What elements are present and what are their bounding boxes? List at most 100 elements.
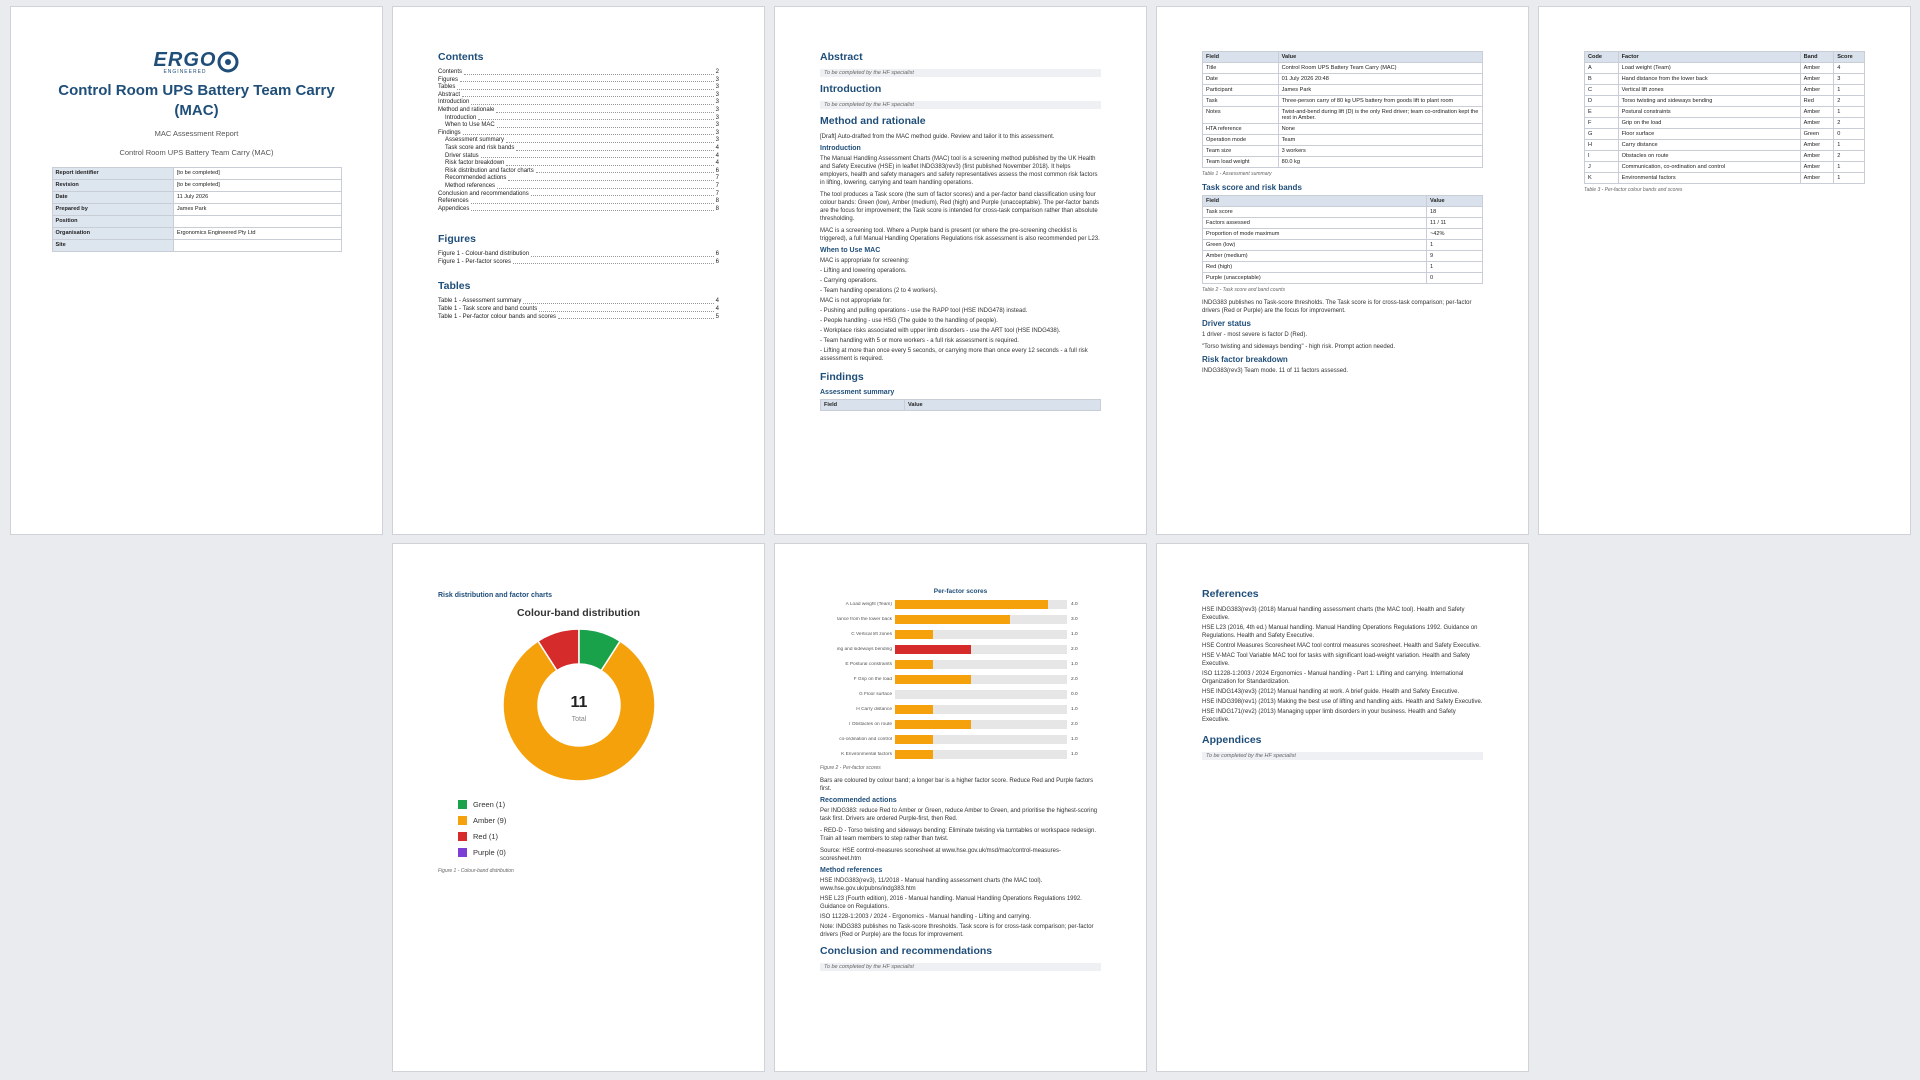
- toc-entry[interactable]: Abstract 3: [438, 92, 719, 100]
- toc-entry[interactable]: References 8: [438, 198, 719, 206]
- factor-cell-b: Amber: [1799, 161, 1835, 173]
- bar-chart: A Load weight (Team) 4.0 tance from the lo…: [820, 597, 1101, 762]
- toc-entry[interactable]: Contents 2: [438, 69, 719, 77]
- toc-entry[interactable]: Findings 3: [438, 130, 719, 138]
- summary-head-value: Value: [904, 399, 1101, 411]
- reference-item: HSE INDG143(rev3) (2012) Manual handling…: [1202, 689, 1460, 695]
- bar: [895, 705, 934, 714]
- factor-row: F Grip on the load Amber 2: [1584, 117, 1865, 129]
- bar: [895, 720, 972, 729]
- bar-track: [895, 645, 1067, 654]
- col-header: Code: [1584, 51, 1619, 63]
- reference-item: HSE INDG383(rev3) (2018) Manual handling…: [1202, 607, 1465, 621]
- bar-row: K Environmental factors 1.0: [820, 747, 1101, 762]
- toc-entry-title: Contents: [438, 69, 463, 75]
- legend-item: Red (1): [458, 828, 719, 844]
- table-row: Factors assessed 11 / 11: [1202, 217, 1483, 229]
- driver-status-title: Driver status: [1202, 319, 1251, 328]
- tables-list: Table 1 - Assessment summary 4 Table 1 - T…: [438, 298, 719, 321]
- reference-item: HSE Control Measures Scoresheet MAC tool…: [1202, 643, 1481, 649]
- field-cell: Title: [1202, 62, 1279, 74]
- logo: ERGO ENGINEERED: [11, 50, 382, 75]
- bar-value-label: 1.0: [1071, 662, 1078, 667]
- toc-entry-title: Driver status: [445, 152, 479, 159]
- table-row: Amber (medium) 9: [1202, 250, 1483, 262]
- col-header: Band: [1799, 51, 1835, 63]
- method-intro-p2: The tool produces a Task score (the sum …: [820, 192, 1100, 222]
- bar-label: co-ordination and control: [839, 737, 892, 742]
- table-row: Green (low) 1: [1202, 239, 1483, 251]
- field-cell: Notes: [1202, 106, 1279, 124]
- rec-p3: Source: HSE control-measures scoresheet …: [820, 848, 1061, 862]
- factor-cell-s: 1: [1833, 84, 1865, 96]
- value-cell: Twist-and-bend during lift (D) is the on…: [1277, 106, 1484, 124]
- toc-entry[interactable]: Figure 1 - Per-factor scores 6: [438, 259, 719, 267]
- factor-cell-c: E: [1584, 106, 1619, 118]
- value-cell: Team: [1277, 134, 1484, 146]
- bar-value-label: 1.0: [1071, 707, 1078, 712]
- bar-row: E Postural constraints 1.0: [820, 657, 1101, 672]
- conclusion-placeholder: To be completed by the HF specialist: [820, 963, 1101, 971]
- toc-entry[interactable]: Introduction 3: [438, 115, 719, 123]
- bar-track: [895, 600, 1067, 609]
- toc-entry[interactable]: Recommended actions 7: [438, 175, 719, 183]
- toc-entry-title: References: [438, 198, 469, 205]
- bar-label: I Obstacles on route: [849, 722, 892, 727]
- bar-value-label: 3.0: [1071, 617, 1078, 622]
- task-note: INDG383 publishes no Task-score threshol…: [1202, 300, 1472, 314]
- toc-entry[interactable]: When to Use MAC 3: [438, 122, 719, 130]
- toc-dots: [516, 145, 714, 151]
- toc-dots: [470, 198, 714, 204]
- toc-entry[interactable]: Driver status 4: [438, 153, 719, 161]
- toc-entry[interactable]: Task score and risk bands 4: [438, 145, 719, 153]
- donut-chart: 11 Total: [501, 628, 656, 782]
- field-cell: Red (high): [1202, 261, 1427, 273]
- factor-cell-s: 1: [1833, 172, 1865, 184]
- field-cell: Green (low): [1202, 239, 1427, 251]
- table-row: Title Control Room UPS Battery Team Carry…: [1202, 62, 1484, 74]
- toc-entry[interactable]: Method references 7: [438, 183, 719, 191]
- value-cell: 1: [1426, 261, 1483, 273]
- conclusion-title: Conclusion and recommendations: [820, 945, 993, 957]
- factor-cell-c: H: [1584, 139, 1619, 151]
- value-cell: James Park: [1277, 84, 1484, 96]
- toc-entry[interactable]: Risk distribution and factor charts 6: [438, 168, 719, 176]
- toc-entry[interactable]: Tables 3: [438, 84, 719, 92]
- toc-entry[interactable]: Figure 1 - Colour-band distribution 6: [438, 251, 719, 259]
- value-cell: 18: [1426, 206, 1483, 218]
- not-list-item: - Workplace risks associated with upper …: [820, 328, 1061, 334]
- toc-dots: [496, 122, 714, 128]
- toc-entry[interactable]: Method and rationale 3: [438, 107, 719, 115]
- toc-entry[interactable]: Conclusion and recommendations 7: [438, 191, 719, 199]
- field-cell: Factors assessed: [1202, 217, 1427, 229]
- toc-dots: [457, 84, 714, 90]
- toc-entry[interactable]: Table 1 - Per-factor colour bands and sc…: [438, 314, 719, 322]
- logo-subtext: ENGINEERED: [163, 69, 207, 75]
- when-title: When to Use MAC: [820, 247, 881, 254]
- factor-cell-s: 2: [1833, 117, 1865, 129]
- toc-entry[interactable]: Appendices 8: [438, 206, 719, 214]
- legend-label: Red (1): [473, 831, 499, 841]
- toc-dots: [558, 314, 714, 320]
- page-donut: Risk distribution and factor charts Colo…: [392, 543, 765, 1072]
- toc-entry[interactable]: Table 1 - Assessment summary 4: [438, 298, 719, 306]
- toc-entry[interactable]: Assessment summary 3: [438, 137, 719, 145]
- method-references-list: HSE INDG383(rev3), 11/2018 - Manual hand…: [820, 877, 1101, 939]
- toc-entry-page: 8: [715, 198, 719, 205]
- toc-entry[interactable]: Introduction 3: [438, 99, 719, 107]
- bar-row: H Carry distance 1.0: [820, 702, 1101, 717]
- risk-factor-p: INDG383(rev3) Team mode. 11 of 11 factor…: [1202, 368, 1349, 374]
- toc-entry[interactable]: Table 1 - Task score and band counts 4: [438, 306, 719, 314]
- bar-track: [895, 615, 1067, 624]
- toc-entry-page: 3: [715, 91, 719, 98]
- references-list: HSE INDG383(rev3) (2018) Manual handling…: [1202, 606, 1483, 724]
- toc-entry-page: 2: [715, 69, 719, 75]
- method-intro-p1: The Manual Handling Assessment Charts (M…: [820, 156, 1098, 186]
- field-cell: Amber (medium): [1202, 250, 1427, 262]
- toc-entry[interactable]: Figures 3: [438, 77, 719, 85]
- bar-value-label: 2.0: [1071, 722, 1078, 727]
- toc-entry[interactable]: Risk factor breakdown 4: [438, 160, 719, 168]
- cover-field-label: Site: [51, 239, 174, 252]
- not-list: - Pushing and pulling operations - use t…: [820, 307, 1101, 363]
- toc-entry-title: Method references: [445, 182, 496, 189]
